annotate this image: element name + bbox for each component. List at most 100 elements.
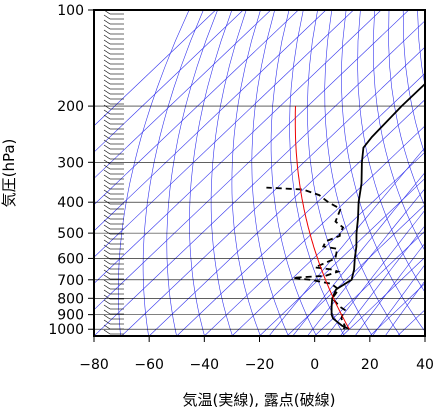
mixing-ratio-line bbox=[326, 209, 425, 336]
wind-barb-flag bbox=[103, 159, 111, 165]
wind-barb-flag bbox=[103, 269, 111, 275]
isotherm-line bbox=[94, 10, 299, 206]
mixing-ratio-line bbox=[292, 171, 425, 336]
wind-barb-flag bbox=[103, 214, 111, 220]
wind-barb-flag bbox=[103, 224, 111, 230]
temperature-line bbox=[330, 82, 425, 331]
dry-adiabat-line bbox=[341, 10, 425, 332]
x-tick-label: −80 bbox=[79, 357, 109, 373]
wind-barb-flag bbox=[103, 99, 111, 105]
wind-barbs bbox=[103, 10, 124, 335]
wind-barb-flag bbox=[103, 129, 111, 135]
wind-barb-flag bbox=[103, 249, 111, 255]
wind-barb-flag bbox=[103, 264, 111, 270]
y-tick-label: 1000 bbox=[48, 322, 84, 338]
wind-barb-flag bbox=[103, 184, 111, 190]
wind-barb-flag bbox=[103, 329, 111, 335]
isotherm-line bbox=[424, 335, 425, 336]
wind-barb-flag bbox=[103, 124, 111, 130]
wind-barb-flag bbox=[103, 34, 111, 40]
dry-adiabat-line bbox=[270, 10, 317, 336]
dry-adiabat-line bbox=[231, 10, 261, 336]
wind-barb-flag bbox=[103, 274, 111, 280]
y-axis-title: 気圧(hPa) bbox=[0, 139, 18, 208]
wind-barb-flag bbox=[103, 304, 111, 310]
x-axis-title: 気温(実線), 露点(破線) bbox=[183, 391, 336, 409]
y-tick-label: 900 bbox=[57, 308, 84, 324]
dry-adiabat-line bbox=[210, 10, 247, 336]
wind-barb-flag bbox=[103, 24, 111, 30]
wind-barb-flag bbox=[103, 314, 111, 320]
wind-barb-flag bbox=[103, 299, 111, 305]
wind-barb-flag bbox=[103, 19, 111, 25]
x-tick-label: 40 bbox=[416, 357, 434, 373]
isotherm-line bbox=[94, 10, 354, 258]
dry-adiabat-line bbox=[402, 10, 425, 156]
dry-adiabat-line bbox=[357, 10, 425, 293]
wind-barb-flag bbox=[103, 289, 111, 295]
wind-barb-flag bbox=[103, 79, 111, 85]
isotherm-line bbox=[94, 10, 216, 127]
wind-barb-flag bbox=[103, 234, 111, 240]
dry-adiabat-line bbox=[251, 10, 289, 336]
wind-barb-flag bbox=[103, 189, 111, 195]
wind-barb-flag bbox=[103, 194, 111, 200]
y-tick-label: 300 bbox=[57, 155, 84, 171]
mixing-ratio-line bbox=[307, 188, 425, 336]
y-tick-label: 200 bbox=[57, 99, 84, 115]
isotherm-line bbox=[314, 230, 425, 336]
wind-barb-flag bbox=[103, 39, 111, 45]
wind-barb-flag bbox=[103, 284, 111, 290]
y-tick-label: 500 bbox=[57, 226, 84, 242]
isotherm-line bbox=[176, 99, 425, 336]
mixing-ratio-line bbox=[268, 147, 425, 336]
wind-barb-flag bbox=[103, 134, 111, 140]
isotherm-line bbox=[148, 72, 425, 336]
mixing-ratio-line bbox=[372, 264, 425, 336]
wind-barb-flag bbox=[103, 259, 111, 265]
wind-barb-flag bbox=[103, 104, 111, 110]
dry-adiabat-line bbox=[388, 10, 425, 207]
wind-barb-flag bbox=[103, 119, 111, 125]
wind-barb-flag bbox=[103, 164, 111, 170]
wind-barb-flag bbox=[103, 54, 111, 60]
x-tick-label: −20 bbox=[245, 357, 275, 373]
isotherm-line bbox=[94, 10, 409, 311]
wind-barb-flag bbox=[103, 149, 111, 155]
dry-adiabat-line bbox=[189, 10, 233, 336]
wind-barb-flag bbox=[103, 324, 111, 330]
isotherm-line bbox=[94, 10, 382, 284]
isotherm-line bbox=[121, 46, 425, 336]
dry-adiabat-line bbox=[307, 10, 373, 336]
dry-adiabat-line bbox=[372, 10, 425, 252]
background-lines-layer bbox=[94, 10, 425, 336]
isotherm-line bbox=[286, 204, 425, 336]
isotherm-line bbox=[204, 125, 425, 336]
wind-barb-flag bbox=[103, 44, 111, 50]
wind-barb-flag bbox=[103, 109, 111, 115]
isotherm-line bbox=[94, 10, 272, 179]
wind-barb-flag bbox=[103, 204, 111, 210]
wind-barb-flag bbox=[103, 29, 111, 35]
wind-barb-flag bbox=[103, 179, 111, 185]
wind-barb-flag bbox=[103, 174, 111, 180]
wind-barb-flag bbox=[103, 69, 111, 75]
isotherm-line bbox=[94, 20, 425, 336]
isotherm-line bbox=[94, 10, 244, 153]
wind-barb-flag bbox=[103, 84, 111, 90]
x-axis-ticks: −80 −60 −40 −20 0 20 40 bbox=[79, 336, 434, 373]
wind-barb-flag bbox=[103, 239, 111, 245]
parcel-line bbox=[294, 106, 350, 330]
wind-barb-flag bbox=[103, 64, 111, 70]
wind-barb-flag bbox=[103, 139, 111, 145]
y-tick-label: 800 bbox=[57, 291, 84, 307]
dry-adiabat-line bbox=[118, 10, 190, 336]
wind-barb-flag bbox=[103, 319, 111, 325]
wind-barb-flag bbox=[103, 49, 111, 55]
wind-barb-flag bbox=[103, 59, 111, 65]
x-tick-label: −60 bbox=[134, 357, 164, 373]
y-tick-label: 100 bbox=[57, 3, 84, 19]
wind-barb-flag bbox=[103, 94, 111, 100]
